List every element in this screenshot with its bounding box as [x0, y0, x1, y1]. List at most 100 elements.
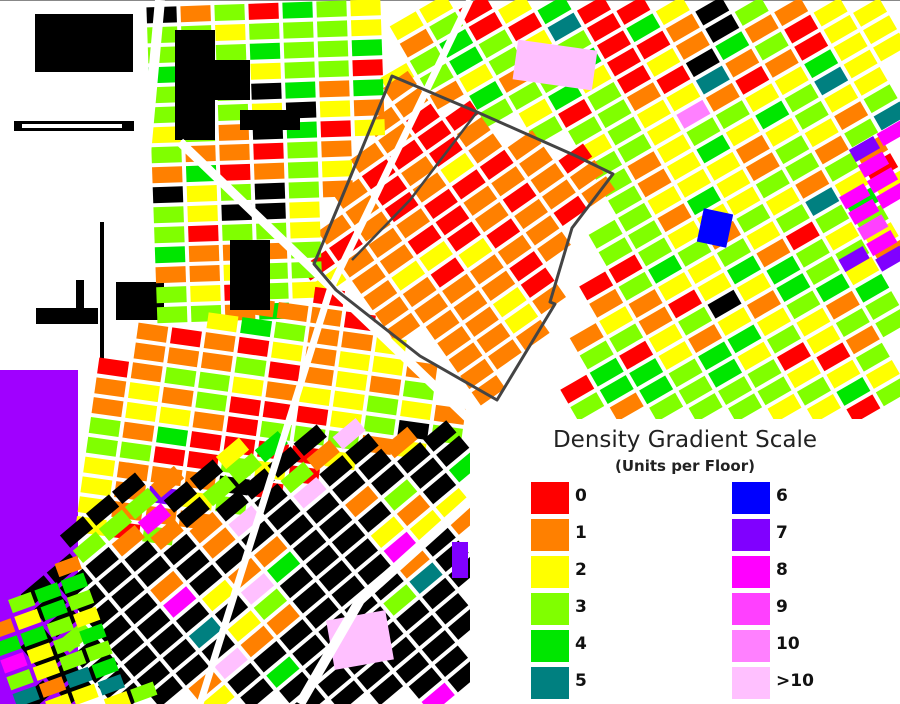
- parcel: [186, 185, 218, 203]
- parcel: [675, 30, 710, 60]
- parcel: [230, 240, 270, 310]
- parcel: [305, 597, 339, 629]
- parcel: [734, 0, 769, 26]
- parcel: [835, 308, 870, 337]
- parcel: [553, 195, 588, 227]
- parcel: [357, 501, 392, 533]
- parcel: [843, 49, 878, 79]
- parcel: [350, 142, 385, 173]
- parcel: [657, 203, 692, 233]
- parcel: [469, 81, 504, 110]
- parcel: [766, 255, 801, 285]
- parcel: [273, 321, 306, 342]
- parcel: [332, 390, 365, 411]
- parcel: [806, 325, 841, 354]
- parcel: [397, 442, 431, 474]
- parcel: [124, 487, 159, 520]
- parcel: [488, 46, 523, 76]
- parcel: [609, 323, 644, 353]
- parcel: [816, 342, 851, 372]
- parcel: [253, 162, 285, 180]
- parcel: [153, 206, 184, 224]
- parcel: [389, 139, 424, 170]
- parcel: [164, 367, 197, 388]
- parcel: [175, 30, 215, 140]
- parcel: [372, 355, 404, 376]
- parcel: [638, 237, 673, 267]
- legend-swatch: [531, 667, 569, 699]
- parcel: [396, 599, 430, 632]
- parcel: [448, 342, 483, 373]
- parcel: [155, 266, 187, 284]
- parcel: [287, 161, 319, 179]
- parcel: [757, 376, 792, 406]
- pier: [76, 280, 84, 320]
- parcel: [262, 401, 295, 422]
- parcel: [708, 358, 743, 388]
- parcel: [836, 377, 871, 406]
- parcel: [459, 63, 494, 93]
- parcel: [639, 375, 674, 405]
- parcel: [254, 536, 288, 568]
- parcel: [736, 272, 771, 302]
- parcel: [137, 503, 171, 535]
- parcel: [266, 603, 300, 636]
- parcel: [813, 0, 848, 27]
- parcel: [400, 400, 433, 421]
- avenue: [135, 0, 165, 221]
- parcel: [149, 86, 180, 104]
- parcel: [844, 187, 879, 217]
- parcel: [628, 220, 663, 250]
- parcel: [576, 0, 611, 25]
- parcel: [289, 201, 320, 219]
- parcel: [479, 98, 514, 128]
- parcel: [616, 0, 651, 25]
- parcel: [210, 60, 250, 100]
- parcel: [688, 324, 723, 353]
- parcel: [447, 221, 481, 252]
- legend-label: 0: [575, 486, 587, 506]
- parcel: [248, 2, 279, 20]
- parcel: [776, 342, 811, 371]
- parcel: [823, 14, 858, 44]
- parcel: [369, 375, 402, 396]
- parcel: [321, 160, 353, 178]
- parcel: [301, 366, 334, 387]
- parcel: [371, 463, 405, 496]
- parcel: [368, 227, 403, 259]
- waterfront-area: [0, 14, 164, 704]
- parcel: [735, 134, 770, 164]
- parcel: [215, 437, 250, 470]
- parcel: [383, 70, 417, 102]
- parcel: [875, 182, 900, 209]
- parcel: [12, 685, 40, 704]
- parcel: [429, 80, 464, 110]
- parcel: [279, 566, 314, 599]
- parcel: [219, 143, 250, 161]
- legend-swatch: [732, 593, 770, 625]
- parcel: [176, 496, 210, 529]
- parcel: [317, 40, 349, 58]
- parcel: [458, 0, 493, 24]
- parcel: [320, 120, 352, 138]
- parcel: [647, 185, 682, 215]
- parcel: [794, 31, 829, 61]
- parcel: [442, 273, 476, 305]
- parcel: [228, 505, 262, 537]
- parcel: [130, 681, 158, 703]
- parcel: [569, 159, 604, 191]
- parcel: [351, 39, 383, 57]
- parcel: [814, 135, 849, 165]
- parcel: [786, 359, 821, 389]
- parcel: [508, 81, 543, 111]
- parcel: [215, 490, 249, 522]
- parcel: [279, 619, 313, 651]
- parcel: [648, 254, 683, 284]
- legend-label: 8: [776, 560, 788, 580]
- parcel: [192, 411, 225, 432]
- parcel: [176, 549, 210, 581]
- parcel: [784, 83, 819, 113]
- parcel: [607, 116, 642, 146]
- legend-swatch: [732, 519, 770, 551]
- legend-label: 3: [575, 597, 587, 617]
